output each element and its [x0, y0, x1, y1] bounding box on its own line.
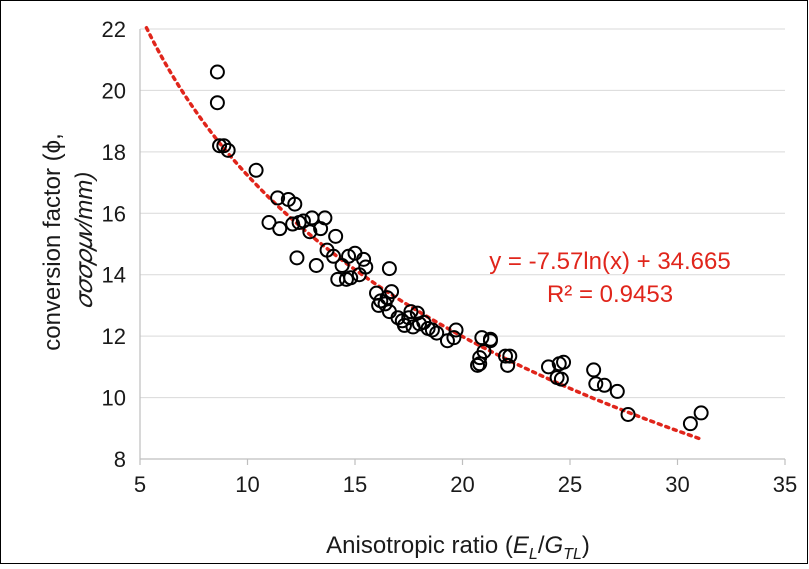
data-point-68 — [553, 371, 569, 387]
data-point-17 — [308, 258, 324, 273]
data-point-72 — [596, 377, 612, 393]
data-point-53 — [446, 330, 462, 346]
data-point-13 — [289, 250, 305, 266]
data-points — [209, 64, 709, 432]
data-point-14 — [295, 213, 311, 229]
data-point-38 — [381, 261, 397, 277]
trendline-equation: y = -7.57ln(x) + 34.665 — [489, 248, 730, 275]
data-point-61 — [482, 331, 498, 347]
data-point-2 — [212, 138, 228, 154]
x-tick-label-5: 5 — [134, 472, 146, 497]
trendline-r-squared: R² = 0.9453 — [547, 281, 673, 308]
data-point-1 — [209, 95, 225, 111]
tick-labels: 5 10 15 20 25 30 35 8 10 12 14 16 18 20 22 — [102, 17, 798, 497]
y-tick-label-12: 12 — [102, 324, 126, 349]
y-tick-label-14: 14 — [102, 263, 126, 288]
data-point-30 — [356, 251, 372, 267]
data-point-73 — [609, 383, 625, 399]
data-point-70 — [586, 362, 602, 378]
trendline — [144, 26, 701, 441]
data-point-74 — [620, 406, 636, 422]
data-point-0 — [209, 64, 225, 80]
y-tick-label-18: 18 — [102, 140, 126, 165]
trendline-layer — [144, 26, 701, 441]
data-point-35 — [377, 296, 393, 312]
axes — [139, 29, 786, 465]
data-point-27 — [343, 270, 359, 286]
x-axis-title: Anisotropic ratio (EL/GTL) — [326, 532, 590, 563]
data-point-15 — [302, 224, 318, 240]
x-tick-label-30: 30 — [665, 472, 689, 497]
data-point-51 — [429, 325, 445, 341]
data-point-59 — [476, 344, 492, 359]
data-point-76 — [693, 405, 709, 421]
data-point-11 — [287, 196, 303, 212]
data-point-5 — [248, 162, 264, 178]
data-point-7 — [270, 190, 286, 206]
data-point-8 — [272, 221, 288, 237]
y-tick-label-10: 10 — [102, 386, 126, 411]
data-point-71 — [588, 376, 604, 392]
data-point-44 — [403, 304, 419, 320]
data-point-22 — [328, 228, 344, 244]
y-axis-title-line-2: 𝜎𝜎𝜎𝜌𝜇𝑣/mm) — [71, 172, 98, 309]
x-tick-label-20: 20 — [450, 472, 474, 497]
data-point-21 — [326, 248, 341, 264]
x-tick-label-35: 35 — [773, 472, 797, 497]
data-point-31 — [358, 259, 374, 275]
y-tick-label-20: 20 — [102, 78, 126, 103]
data-point-62 — [498, 348, 513, 364]
x-tick-label-10: 10 — [235, 472, 259, 497]
data-point-4 — [220, 142, 236, 158]
gridlines — [140, 28, 785, 399]
x-tick-label-15: 15 — [343, 472, 367, 497]
data-point-75 — [682, 416, 698, 432]
data-point-39 — [384, 284, 400, 300]
y-axis-title: conversion factor (ϕ, 𝜎𝜎𝜎𝜌𝜇𝑣/mm) — [39, 133, 98, 351]
y-axis-title-line-1: conversion factor (ϕ, — [39, 133, 66, 351]
data-point-3 — [216, 138, 232, 154]
data-point-50 — [424, 322, 440, 338]
y-tick-label-8: 8 — [114, 447, 126, 472]
x-tick-label-25: 25 — [558, 472, 582, 497]
y-tick-label-16: 16 — [102, 201, 126, 226]
data-point-42 — [396, 317, 412, 333]
data-point-19 — [317, 210, 333, 226]
y-tick-label-22: 22 — [102, 17, 126, 42]
data-point-63 — [500, 357, 516, 373]
data-point-58 — [474, 330, 490, 346]
data-point-54 — [448, 322, 464, 338]
data-point-55 — [470, 357, 486, 373]
data-point-65 — [541, 359, 556, 375]
data-point-10 — [285, 216, 301, 232]
data-point-69 — [556, 354, 572, 370]
data-point-64 — [502, 348, 518, 364]
